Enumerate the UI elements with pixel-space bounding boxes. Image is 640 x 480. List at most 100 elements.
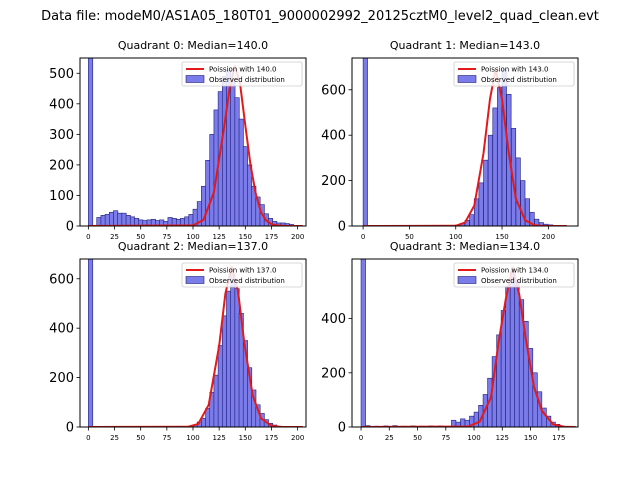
histogram-bar: [230, 273, 236, 427]
y-tick-label: 0: [66, 421, 74, 436]
y-tick-label: 0: [66, 220, 74, 235]
legend-observed-swatch: [457, 75, 477, 83]
histogram-bar: [221, 76, 227, 226]
y-tick-label: 200: [321, 174, 346, 189]
panels: Quadrant 0: Median=140.0 0 25 50 75 100 125 150…: [49, 39, 579, 442]
x-tick-label: 150: [495, 233, 508, 241]
histogram-bar: [217, 345, 223, 427]
y-tick-label: 600: [321, 83, 346, 98]
legend-poisson-label: Poission with 140.0: [209, 66, 277, 74]
histogram-bar: [125, 215, 131, 226]
x-tick-label: 50: [136, 434, 145, 442]
legend-observed-swatch: [185, 276, 205, 284]
y-tick-label: 100: [49, 189, 74, 204]
histogram-bar: [505, 285, 511, 427]
legend-poisson-label: Poission with 143.0: [481, 66, 549, 74]
y-tick-label: 400: [49, 322, 74, 337]
y-tick-label: 400: [321, 312, 346, 327]
histogram-bar: [96, 217, 102, 226]
y-tick-label: 0: [338, 421, 346, 436]
axes-frame: [351, 57, 579, 227]
histogram-bar: [362, 58, 368, 226]
histogram-bar: [501, 69, 507, 226]
legend-box: [453, 61, 575, 87]
histogram-bar: [497, 87, 503, 226]
x-tick-label: 125: [212, 434, 225, 442]
quadrant-0-legend: Poission with 140.0 Observed distribution: [181, 61, 303, 87]
histogram-bar: [88, 58, 94, 226]
x-tick-label: 200: [291, 233, 304, 241]
x-tick-label: 50: [405, 233, 414, 241]
x-tick-label: 100: [186, 434, 199, 442]
histogram-bar: [100, 215, 106, 226]
quadrant-2-title: Quadrant 2: Median=137.0: [118, 240, 268, 253]
x-tick-label: 25: [110, 434, 119, 442]
legend-observed-swatch: [457, 276, 477, 284]
histogram-bar: [205, 160, 211, 226]
histogram-bar: [188, 214, 194, 226]
x-tick-label: 200: [291, 434, 304, 442]
poisson-curve: [360, 266, 576, 427]
histogram-bar: [360, 259, 366, 427]
figure-suptitle: Data file: modeM0/AS1A05_180T01_90000029…: [41, 9, 599, 24]
x-tick-label: 75: [441, 434, 450, 442]
histogram-bar: [492, 107, 498, 226]
histogram-bar: [129, 216, 135, 226]
x-tick-label: 50: [413, 434, 422, 442]
y-tick-label: 300: [49, 128, 74, 143]
histogram-bar: [247, 164, 253, 226]
quadrant-3-chart: Quadrant 3: Median=134.0 0 25 50 75 100 125 150…: [321, 240, 579, 442]
y-tick-label: 0: [338, 220, 346, 235]
x-tick-label: 0: [359, 434, 363, 442]
histogram-bar: [238, 118, 244, 226]
histogram-bar: [483, 159, 489, 226]
histogram-bar: [509, 272, 516, 427]
y-tick-label: 400: [49, 97, 74, 112]
legend-poisson-label: Poission with 134.0: [481, 267, 549, 275]
y-tick-label: 200: [49, 158, 74, 173]
poisson-curve: [88, 266, 303, 427]
legend-observed-swatch: [185, 75, 205, 83]
x-tick-label: 0: [86, 434, 90, 442]
histogram-bar: [514, 280, 520, 427]
quadrant-1-title: Quadrant 1: Median=143.0: [390, 39, 540, 52]
x-tick-label: 150: [239, 233, 252, 241]
x-tick-label: 75: [162, 233, 171, 241]
histogram-bar: [242, 146, 248, 226]
quadrant-2-legend: Poission with 137.0 Observed distribution: [181, 262, 303, 288]
poisson-curve: [363, 69, 567, 226]
histogram-bar: [108, 211, 114, 226]
y-tick-label: 400: [321, 129, 346, 144]
histogram-bar: [221, 315, 227, 427]
x-tick-label: 100: [186, 233, 199, 241]
histogram-bar: [487, 134, 493, 226]
y-tick-label: 200: [321, 366, 346, 381]
histogram-bar: [469, 214, 475, 226]
x-tick-label: 150: [239, 434, 252, 442]
histogram-bar: [121, 212, 127, 226]
legend-observed-label: Observed distribution: [209, 277, 285, 285]
histogram-bar: [88, 259, 94, 427]
histogram-bar: [226, 290, 232, 427]
histogram-bar: [213, 374, 219, 427]
legend-observed-label: Observed distribution: [209, 76, 285, 84]
histogram-bar: [234, 288, 240, 427]
quadrant-1-chart: Quadrant 1: Median=143.0 0 50 100 150 200 0 200…: [321, 39, 579, 241]
x-tick-label: 0: [361, 233, 365, 241]
legend-box: [181, 262, 303, 288]
quadrant-3-title: Quadrant 3: Median=134.0: [390, 240, 540, 253]
x-tick-label: 175: [265, 434, 278, 442]
y-tick-label: 600: [49, 272, 74, 287]
quadrant-2-chart: Quadrant 2: Median=137.0 0 25 50 75 100 125 150…: [49, 240, 307, 442]
histogram-bar: [201, 418, 207, 427]
histogram-bar: [478, 182, 484, 226]
x-tick-label: 175: [265, 233, 278, 241]
histogram-bar: [104, 214, 110, 226]
histogram-bar: [209, 134, 215, 226]
legend-observed-label: Observed distribution: [481, 277, 557, 285]
x-tick-label: 100: [467, 434, 480, 442]
x-tick-label: 100: [449, 233, 462, 241]
histogram-bar: [117, 212, 123, 226]
legend-poisson-label: Poission with 137.0: [209, 267, 277, 275]
